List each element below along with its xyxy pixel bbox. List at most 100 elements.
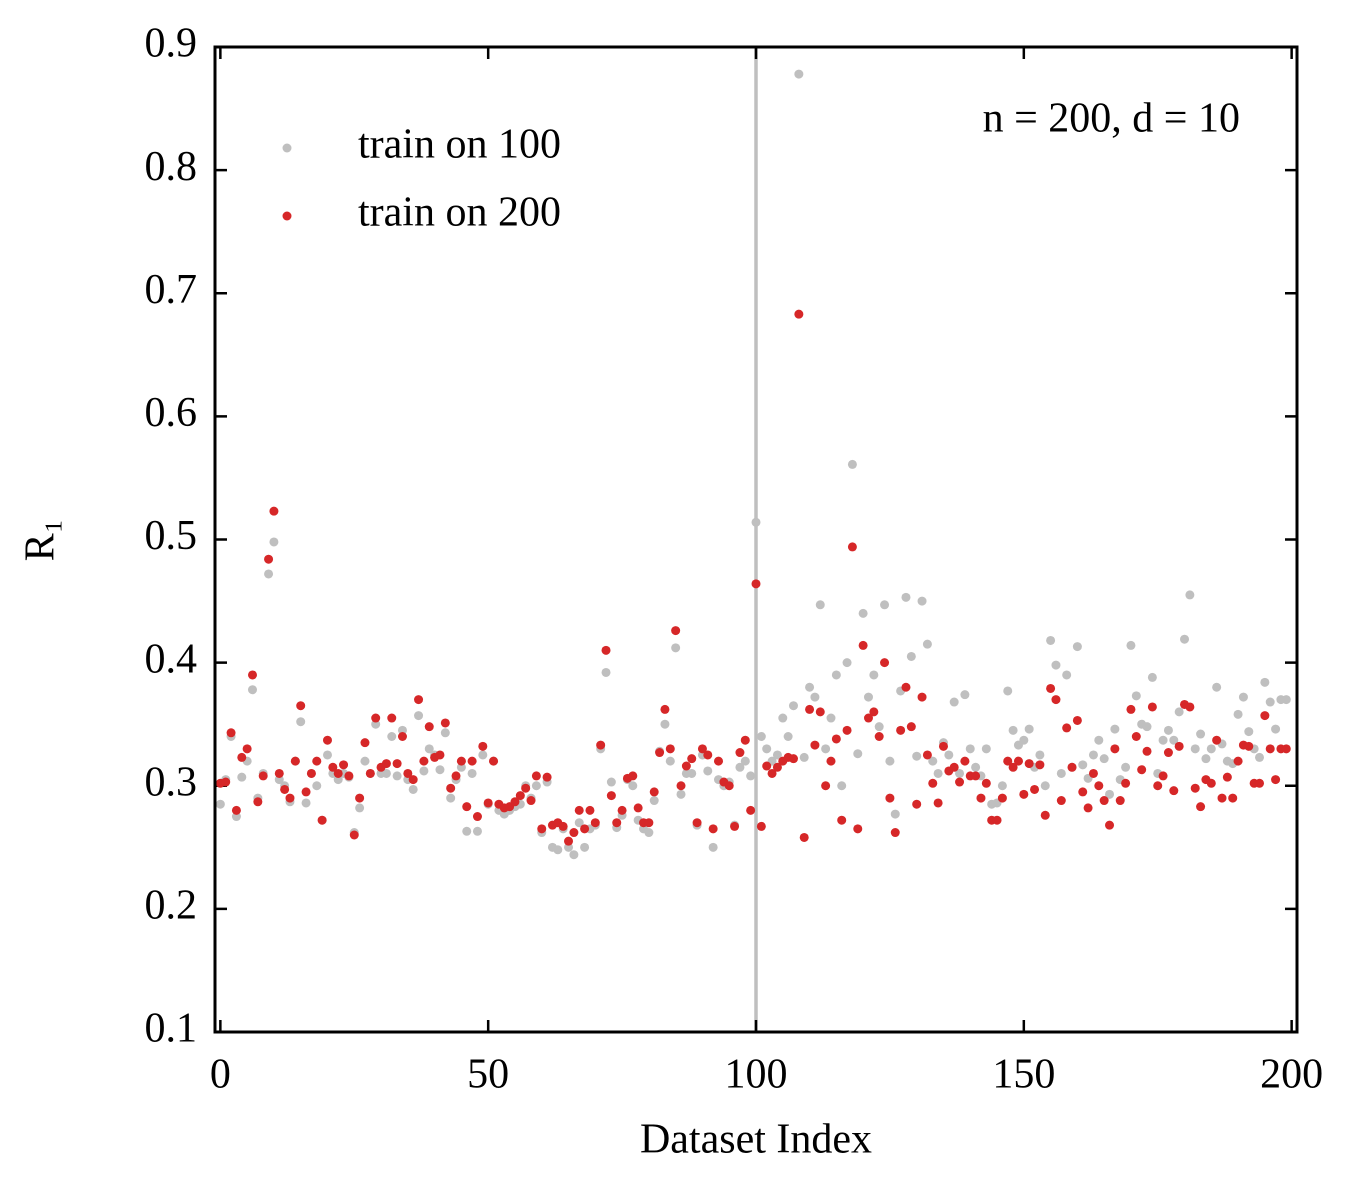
- point: [467, 768, 477, 778]
- point: [1115, 796, 1125, 806]
- point: [971, 762, 981, 772]
- point: [408, 775, 418, 785]
- point: [510, 797, 520, 807]
- point: [1174, 741, 1184, 751]
- point: [274, 768, 284, 778]
- point: [821, 781, 831, 791]
- point: [746, 805, 756, 815]
- point: [928, 756, 938, 766]
- point: [333, 768, 343, 778]
- point: [938, 741, 948, 751]
- point: [805, 704, 815, 714]
- point: [944, 750, 954, 760]
- point: [247, 685, 257, 695]
- point: [981, 778, 991, 788]
- point: [306, 768, 316, 778]
- point: [1271, 775, 1281, 785]
- point: [446, 783, 456, 793]
- legend-label: train on 200: [358, 190, 561, 236]
- point: [756, 821, 766, 831]
- point: [1180, 634, 1190, 644]
- y-tick-label: 0.1: [145, 1006, 198, 1052]
- point: [1147, 702, 1157, 712]
- point: [371, 713, 381, 723]
- point: [1190, 744, 1200, 754]
- point: [339, 760, 349, 770]
- point: [960, 690, 970, 700]
- point: [655, 748, 665, 758]
- point: [1169, 786, 1179, 796]
- point: [772, 762, 782, 772]
- point: [371, 719, 381, 729]
- point: [392, 771, 402, 781]
- point: [815, 600, 825, 610]
- point: [1083, 803, 1093, 813]
- point: [1126, 640, 1136, 650]
- point: [312, 756, 322, 766]
- point: [435, 765, 445, 775]
- point: [231, 812, 241, 822]
- point: [451, 771, 461, 781]
- point: [226, 728, 236, 738]
- point: [831, 734, 841, 744]
- point: [687, 768, 697, 778]
- point: [821, 744, 831, 754]
- point: [280, 784, 290, 794]
- point: [628, 781, 638, 791]
- point: [933, 798, 943, 808]
- point: [414, 711, 424, 721]
- point: [237, 772, 247, 782]
- point: [1281, 695, 1291, 705]
- point: [831, 670, 841, 680]
- x-tick-label: 200: [1260, 1052, 1323, 1098]
- point: [890, 828, 900, 838]
- legend-label: train on 100: [358, 122, 561, 168]
- point: [858, 608, 868, 618]
- point: [355, 803, 365, 813]
- point: [564, 836, 574, 846]
- point: [601, 645, 611, 655]
- point: [906, 722, 916, 732]
- point: [515, 791, 525, 801]
- point: [965, 744, 975, 754]
- point: [762, 761, 772, 771]
- point: [274, 775, 284, 785]
- point: [1035, 760, 1045, 770]
- point: [1094, 735, 1104, 745]
- point: [1271, 724, 1281, 734]
- y-tick-label: 0.3: [145, 759, 198, 805]
- point: [580, 842, 590, 852]
- point: [976, 793, 986, 803]
- point: [992, 815, 1002, 825]
- point: [788, 754, 798, 764]
- point: [1019, 789, 1029, 799]
- y-axis-label: R₁: [18, 519, 64, 562]
- point: [1137, 765, 1147, 775]
- point: [531, 771, 541, 781]
- point: [1238, 692, 1248, 702]
- point: [322, 750, 332, 760]
- point: [665, 756, 675, 766]
- point: [1051, 695, 1061, 705]
- plot-frame: [213, 45, 1299, 1034]
- point: [1163, 748, 1173, 758]
- point: [794, 69, 804, 79]
- point: [794, 309, 804, 319]
- point: [1040, 810, 1050, 820]
- point: [772, 750, 782, 760]
- point: [344, 771, 354, 781]
- point: [735, 748, 745, 758]
- point: [1158, 771, 1168, 781]
- point: [826, 756, 836, 766]
- point: [387, 713, 397, 723]
- point: [740, 756, 750, 766]
- point: [933, 768, 943, 778]
- point: [606, 791, 616, 801]
- point: [1035, 750, 1045, 760]
- point: [751, 579, 761, 589]
- point: [1105, 789, 1115, 799]
- point: [901, 682, 911, 692]
- point: [1046, 683, 1056, 693]
- point: [1244, 727, 1254, 737]
